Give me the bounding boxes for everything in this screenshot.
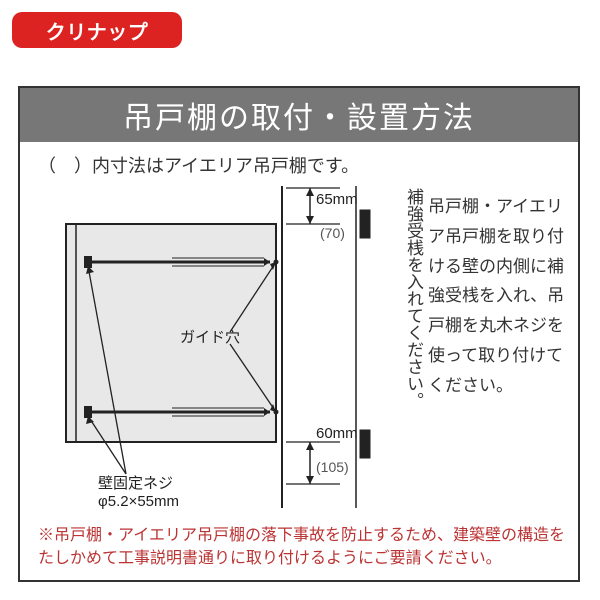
title-bar: 吊戸棚の取付・設置方法 [20,88,578,142]
install-diagram: 65mm (70) 60mm (105) [34,182,374,512]
brand-text: クリナップ [46,16,149,45]
dim-bot-sub: (105) [316,459,349,475]
guide-hole-label: ガイド穴 [180,329,240,346]
wall-fix-label-1: 壁固定ネジ [98,475,173,492]
dim-top-sub: (70) [320,225,345,241]
right-paragraph: 吊戸棚・アイエリア吊戸棚を取り付ける壁の内側に補強受桟を入れ、吊戸棚を丸木ネジを… [428,192,576,400]
brand-logo: クリナップ [12,12,182,48]
footnote: ※吊戸棚・アイエリア吊戸棚の落下事故を防止するため、建築壁の構造をたしかめて工事… [38,525,568,570]
content-area: 65mm (70) 60mm (105) [20,182,578,512]
vertical-note: 補強受桟を入れてください。 [384,188,424,438]
wall-fix-label-2: φ5.2×55mm [98,493,179,510]
instruction-frame: 吊戸棚の取付・設置方法 （ ）内寸法はアイエリア吊戸棚です。 65mm [18,86,580,582]
dim-bot-value: 60mm [316,425,358,442]
dim-top-value: 65mm [316,191,358,208]
subnote: （ ）内寸法はアイエリア吊戸棚です。 [20,142,578,182]
title-text: 吊戸棚の取付・設置方法 [123,93,475,137]
